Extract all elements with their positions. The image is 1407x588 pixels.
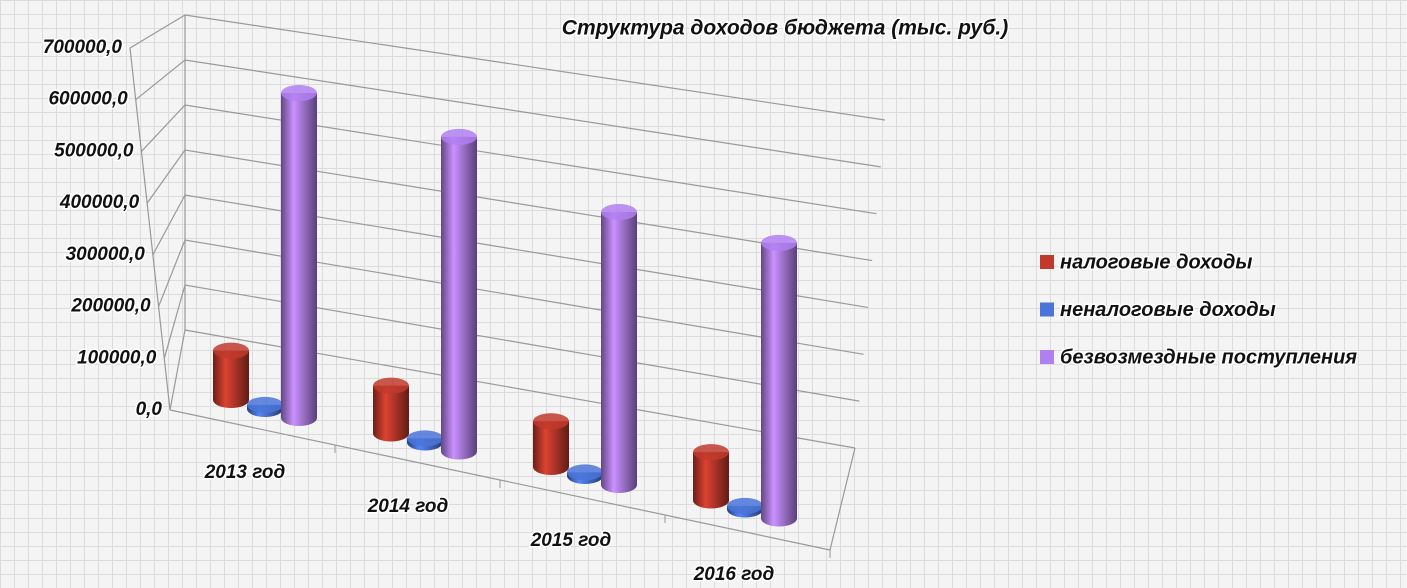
legend-swatch	[1040, 255, 1054, 269]
grid-line	[169, 329, 856, 449]
bar-top	[567, 464, 603, 481]
bar-top	[761, 234, 797, 251]
grid-line	[146, 149, 873, 262]
axis-line	[129, 47, 171, 411]
wall-edge	[829, 447, 856, 551]
bar	[281, 93, 317, 426]
bar	[693, 452, 729, 509]
grid-line	[163, 284, 860, 402]
grid-line	[140, 104, 877, 215]
legend-swatch	[1040, 350, 1054, 364]
cylinder	[247, 396, 283, 417]
bar-top	[407, 430, 443, 447]
cylinder	[213, 342, 249, 408]
y-tick-label: 0,0	[136, 399, 163, 420]
bar	[761, 242, 797, 527]
cylinder	[441, 128, 477, 460]
x-tick-label: 2016 год	[693, 564, 775, 585]
bar	[441, 136, 477, 460]
legend-label: безвозмездные поступления	[1060, 346, 1357, 368]
y-tick-label: 600000,0	[48, 89, 128, 110]
chart-title: Структура доходов бюджета (тыс. руб.)	[562, 17, 1008, 40]
y-tick-label: 100000,0	[77, 347, 157, 368]
y-tick-label: 400000,0	[59, 192, 140, 213]
cylinder	[601, 204, 637, 493]
y-tick-label: 700000,0	[43, 37, 123, 58]
legend-swatch	[1040, 302, 1054, 317]
bar-top	[281, 85, 317, 101]
x-tick-label: 2015 год	[530, 530, 612, 551]
bar	[213, 350, 249, 408]
bar-top	[373, 377, 409, 394]
y-tick-label: 200000,0	[70, 296, 151, 317]
x-tick-label: 2013 год	[204, 462, 286, 483]
cylinder	[281, 85, 317, 426]
bar	[601, 212, 637, 493]
bar-top	[727, 497, 763, 514]
grid-line	[135, 59, 881, 168]
cylinder	[761, 234, 797, 527]
grid-line	[158, 239, 864, 355]
legend-label: неналоговые доходы	[1060, 299, 1276, 321]
bar-top	[247, 396, 283, 413]
bar-top	[213, 342, 249, 359]
bar-top	[533, 413, 569, 430]
bar-top	[601, 204, 637, 220]
cylinder	[693, 444, 729, 509]
cylinder	[373, 377, 410, 442]
cylinder	[727, 497, 763, 518]
y-tick-label: 300000,0	[66, 244, 146, 265]
cylinder	[567, 464, 603, 484]
cylinder	[407, 430, 443, 451]
y-tick-label: 500000,0	[54, 140, 134, 161]
legend-label: налоговые доходы	[1060, 251, 1252, 273]
bar-top	[693, 444, 729, 461]
grid-line	[152, 194, 868, 309]
x-tick-label: 2014 год	[367, 496, 449, 517]
bar	[373, 385, 410, 442]
bar	[533, 421, 569, 475]
grid-line	[129, 14, 886, 121]
bar-top	[441, 128, 477, 145]
cylinder	[533, 413, 569, 475]
